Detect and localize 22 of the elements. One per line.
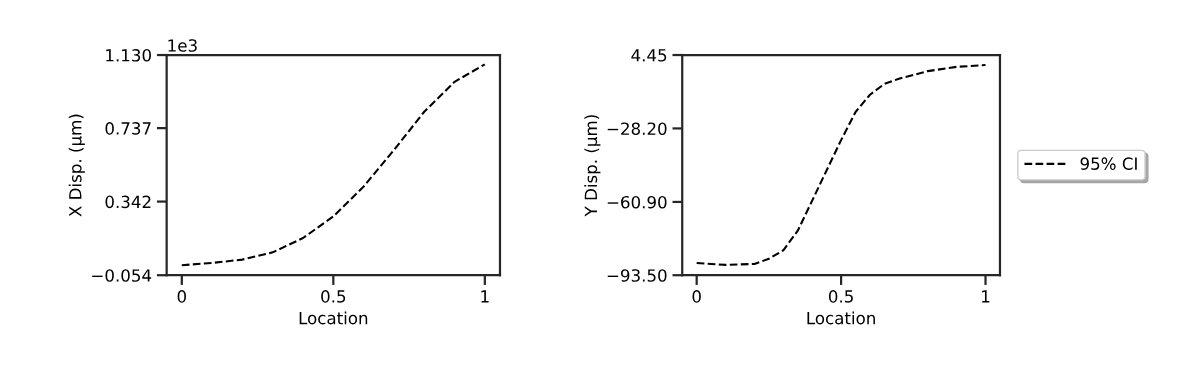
y-tick-label: −60.90 bbox=[607, 195, 667, 209]
x-tick-label: 0.5 bbox=[321, 290, 346, 303]
y-tick-label: 0.737 bbox=[105, 122, 151, 135]
line-series bbox=[180, 63, 486, 267]
x-axis-title: Location bbox=[807, 311, 875, 325]
text: 1e3 bbox=[168, 39, 197, 52]
y-tick-label: −93.50 bbox=[607, 269, 667, 282]
legend-label: 95% CI bbox=[1080, 157, 1137, 170]
x-tick-label: 0.5 bbox=[828, 290, 853, 303]
y-axis-title: X Disp. (μm) bbox=[68, 114, 85, 217]
x-axis-title: Location bbox=[299, 311, 368, 325]
line-series bbox=[695, 64, 987, 266]
y-tick-label: 1.130 bbox=[106, 49, 151, 62]
x-tick-label: 0 bbox=[692, 290, 701, 303]
y-axis-title: Y Disp. (μm) bbox=[584, 115, 601, 217]
y-tick-label: 4.45 bbox=[631, 49, 667, 62]
x-tick-label: 1 bbox=[982, 290, 990, 303]
x-tick-label: 0 bbox=[177, 290, 187, 303]
y-tick-label: −0.054 bbox=[92, 269, 152, 282]
y-tick-label: 0.342 bbox=[105, 195, 151, 209]
x-tick-label: 1 bbox=[481, 290, 489, 303]
y-tick-label: −28.20 bbox=[607, 122, 667, 135]
